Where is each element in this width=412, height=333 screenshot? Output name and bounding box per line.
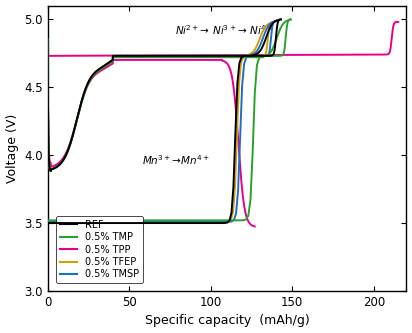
Y-axis label: Voltage (V): Voltage (V) (5, 114, 19, 183)
Text: Ni$^{2+}$$\!\rightarrow\!$ Ni$^{3+}$$\!\rightarrow\!$ Ni$^{4+}$: Ni$^{2+}$$\!\rightarrow\!$ Ni$^{3+}$$\!\… (175, 23, 274, 37)
X-axis label: Specific capacity  (mAh/g): Specific capacity (mAh/g) (145, 314, 309, 327)
Text: Mn$^{3+}$$\!\rightarrow\!$Mn$^{4+}$: Mn$^{3+}$$\!\rightarrow\!$Mn$^{4+}$ (142, 153, 210, 166)
Legend: REF, 0.5% TMP, 0.5% TPP, 0.5% TFEP, 0.5% TMSP: REF, 0.5% TMP, 0.5% TPP, 0.5% TFEP, 0.5%… (56, 216, 143, 283)
